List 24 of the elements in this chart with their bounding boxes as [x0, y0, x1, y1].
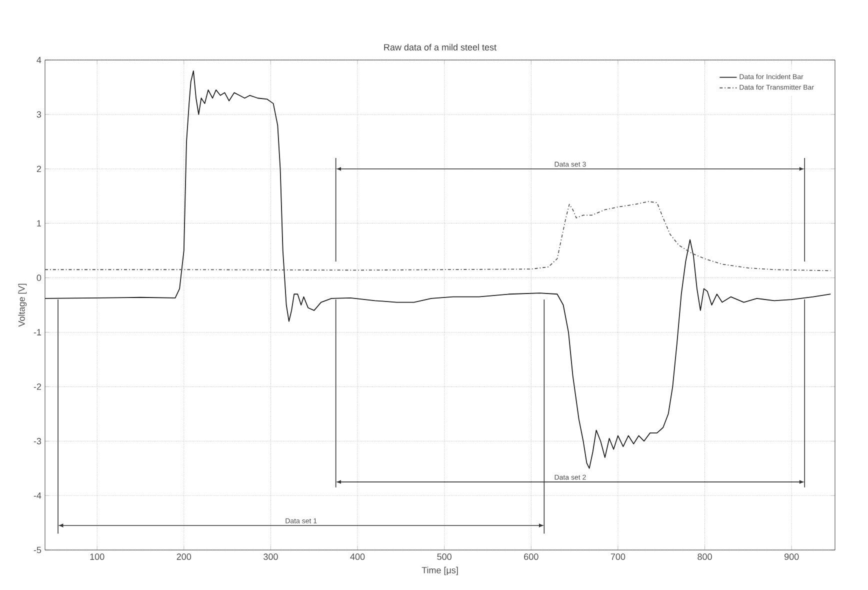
x-tick-label: 800 [698, 554, 712, 560]
line-series [45, 201, 832, 272]
x-tick-label: 100 [90, 554, 104, 560]
x-tick-label: 200 [176, 554, 192, 560]
y-tick-label: 0 [36, 274, 42, 281]
y-tick-label: 1 [37, 220, 42, 226]
x-tick-label: 600 [524, 554, 538, 560]
x-tick-label: 700 [610, 554, 626, 560]
x-tick-label: 400 [350, 554, 365, 560]
x-tick-label: 500 [437, 554, 452, 560]
chart-title: Raw data of a mild steel test [384, 44, 496, 50]
x-axis-title: Time [μs] [422, 566, 458, 576]
x-tick-label: 300 [264, 554, 278, 560]
y-tick-label: -3 [34, 438, 42, 444]
y-tick-label: 3 [36, 111, 42, 118]
line-series [45, 70, 832, 469]
y-axis-title: Voltage [V] [18, 284, 27, 327]
y-tick-label: 4 [36, 56, 42, 64]
y-tick-label: -1 [34, 329, 42, 336]
y-tick-label: -5 [34, 546, 42, 554]
y-tick-label: -4 [34, 492, 42, 499]
y-tick-label: -2 [34, 384, 42, 390]
y-tick-label: 2 [36, 166, 42, 172]
x-tick-label: 900 [784, 554, 799, 560]
